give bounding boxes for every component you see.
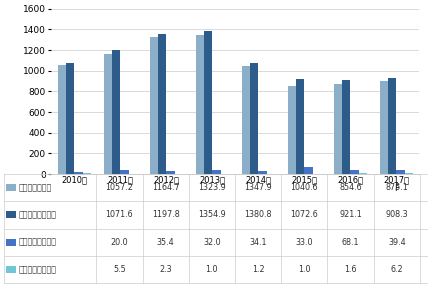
Text: 1380.8: 1380.8 [244, 210, 272, 220]
Text: 1071.6: 1071.6 [106, 210, 133, 220]
FancyBboxPatch shape [6, 211, 16, 218]
FancyBboxPatch shape [6, 184, 16, 191]
Bar [212, 171, 221, 174]
Text: 6.2: 6.2 [390, 265, 403, 274]
Text: 1.0: 1.0 [298, 265, 311, 274]
Bar [334, 84, 342, 174]
Bar [74, 172, 83, 174]
Text: 白糖需求量：万吨: 白糖需求量：万吨 [19, 210, 57, 220]
Text: 1164.7: 1164.7 [152, 183, 179, 192]
Text: 白糖进口量：万吨: 白糖进口量：万吨 [19, 238, 57, 247]
Bar [112, 50, 120, 174]
Bar [196, 35, 204, 174]
Text: 39.4: 39.4 [388, 238, 406, 247]
Text: 1.2: 1.2 [252, 265, 265, 274]
Bar [351, 170, 359, 174]
Text: 白糖出口量：万吨: 白糖出口量：万吨 [19, 265, 57, 274]
Bar [250, 63, 259, 174]
Bar [166, 171, 175, 174]
Text: 20.0: 20.0 [110, 238, 128, 247]
FancyBboxPatch shape [6, 239, 16, 246]
Text: 白糖产量：万吨: 白糖产量：万吨 [19, 183, 52, 192]
Bar [242, 66, 250, 174]
Bar [405, 173, 413, 174]
Text: 1057.2: 1057.2 [105, 183, 134, 192]
Text: 32.0: 32.0 [203, 238, 221, 247]
Bar [396, 170, 405, 174]
Text: 35.4: 35.4 [157, 238, 175, 247]
Text: 1.0: 1.0 [205, 265, 218, 274]
FancyBboxPatch shape [6, 266, 16, 273]
Bar [120, 170, 129, 174]
Text: 1347.9: 1347.9 [244, 183, 272, 192]
Bar [296, 79, 304, 174]
Bar [150, 37, 158, 174]
Bar [288, 86, 296, 174]
Text: 921.1: 921.1 [339, 210, 362, 220]
Text: 68.1: 68.1 [342, 238, 359, 247]
Text: 1.6: 1.6 [344, 265, 357, 274]
Bar [380, 81, 388, 174]
Text: 33.0: 33.0 [296, 238, 313, 247]
Text: 875.1: 875.1 [385, 183, 408, 192]
Bar [83, 173, 91, 174]
Bar [58, 65, 66, 174]
Text: 1354.9: 1354.9 [198, 210, 226, 220]
Text: 1072.6: 1072.6 [291, 210, 318, 220]
Bar [104, 54, 112, 174]
Text: 34.1: 34.1 [250, 238, 267, 247]
Text: 5.5: 5.5 [113, 265, 126, 274]
Text: 2.3: 2.3 [159, 265, 172, 274]
Text: 1197.8: 1197.8 [152, 210, 179, 220]
Bar [204, 31, 212, 174]
Bar [259, 171, 267, 174]
Text: 1040.6: 1040.6 [291, 183, 318, 192]
Bar [304, 167, 313, 174]
Bar [158, 34, 166, 174]
Bar [388, 78, 396, 174]
Text: 1323.9: 1323.9 [198, 183, 226, 192]
Bar [359, 173, 367, 174]
Bar [342, 80, 351, 174]
Text: 908.3: 908.3 [386, 210, 408, 220]
Bar [66, 63, 74, 174]
Text: 854.6: 854.6 [339, 183, 362, 192]
